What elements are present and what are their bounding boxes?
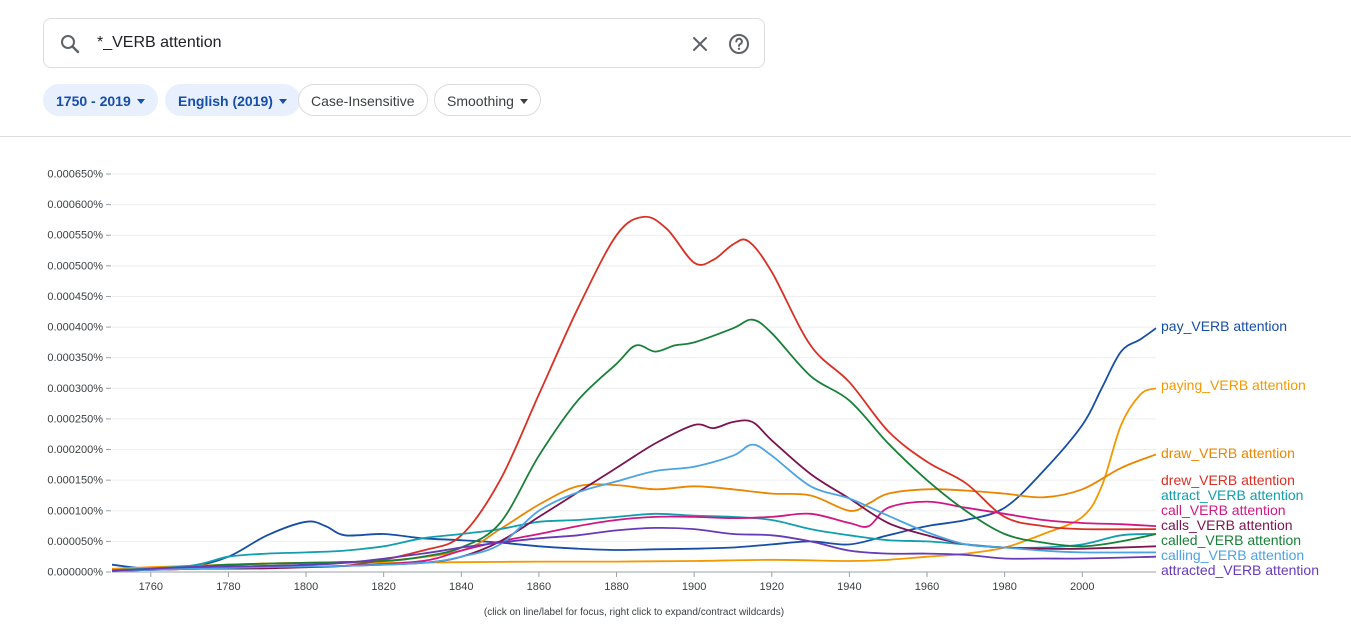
y-tick-label: 0.000550% <box>47 230 103 242</box>
year-range-dropdown[interactable]: 1750 - 2019 <box>43 84 158 116</box>
series-line-pay[interactable] <box>111 327 1157 570</box>
header-divider <box>0 136 1351 137</box>
series-label-drew[interactable]: drew_VERB attention <box>1161 472 1295 488</box>
y-tick-label: 0.000250% <box>47 413 103 425</box>
series-label-call[interactable]: call_VERB attention <box>1161 502 1286 518</box>
help-icon[interactable] <box>727 32 751 56</box>
series-label-attracted[interactable]: attracted_VERB attention <box>1161 562 1319 578</box>
corpus-label: English (2019) <box>178 93 273 109</box>
y-tick-label: 0.000500% <box>47 260 103 272</box>
y-tick-label: 0.000050% <box>47 536 103 548</box>
smoothing-dropdown[interactable]: Smoothing <box>434 84 541 116</box>
series-line-attracted[interactable] <box>111 526 1157 572</box>
series-label-pay[interactable]: pay_VERB attention <box>1161 318 1287 334</box>
search-icon <box>61 35 80 54</box>
chevron-down-icon <box>136 98 145 104</box>
x-tick-label: 1780 <box>216 581 240 593</box>
series-label-calling[interactable]: calling_VERB attention <box>1161 547 1304 563</box>
x-tick-label: 1940 <box>837 581 861 593</box>
series-labels[interactable]: pay_VERB attention paying_VERB attention d… <box>1161 318 1319 578</box>
y-tick-label: 0.000450% <box>47 291 103 303</box>
x-tick-label: 1900 <box>682 581 706 593</box>
series-line-called[interactable] <box>111 318 1157 572</box>
year-range-label: 1750 - 2019 <box>56 93 131 109</box>
chevron-down-icon <box>278 98 287 104</box>
x-tick-label: 1960 <box>915 581 939 593</box>
x-tick-label: 1880 <box>604 581 628 593</box>
x-tick-label: 1800 <box>294 581 318 593</box>
y-tick-label: 0.000150% <box>47 475 103 487</box>
x-tick-label: 1860 <box>527 581 551 593</box>
y-tick-label: 0.000650% <box>47 169 103 181</box>
y-tick-label: 0.000000% <box>47 567 103 579</box>
series-label-paying[interactable]: paying_VERB attention <box>1161 377 1306 393</box>
y-tick-label: 0.000600% <box>47 199 103 211</box>
case-label: Case-Insensitive <box>311 93 415 109</box>
x-tick-label: 1920 <box>760 581 784 593</box>
x-tick-label: 1840 <box>449 581 473 593</box>
x-tick-label: 2000 <box>1070 581 1094 593</box>
series-line-calling[interactable] <box>111 443 1157 572</box>
y-tick-label: 0.000400% <box>47 322 103 334</box>
series-line-drew[interactable] <box>111 215 1157 572</box>
footer-note: (click on line/label for focus, right cl… <box>483 607 785 618</box>
x-tick-label: 1820 <box>371 581 395 593</box>
series-label-called[interactable]: called_VERB attention <box>1161 532 1301 548</box>
y-tick-label: 0.000350% <box>47 352 103 364</box>
series-label-attract[interactable]: attract_VERB attention <box>1161 487 1303 503</box>
ngram-chart: 0.000000% 0.000050% 0.000100% 0.000150% 0.00… <box>47 169 1319 594</box>
chevron-down-icon <box>519 98 528 104</box>
x-axis: 1760 1780 1800 1820 1840 1860 1880 1900 1920 1940… <box>112 571 1156 593</box>
close-icon[interactable] <box>688 32 712 56</box>
case-insensitive-toggle[interactable]: Case-Insensitive <box>298 84 428 116</box>
series-line-call[interactable] <box>111 500 1157 572</box>
corpus-dropdown[interactable]: English (2019) <box>165 84 300 116</box>
y-axis: 0.000000% 0.000050% 0.000100% 0.000150% 0.00… <box>47 169 111 579</box>
y-tick-label: 0.000100% <box>47 505 103 517</box>
search-input[interactable]: *_VERB attention <box>97 34 222 51</box>
x-tick-label: 1760 <box>139 581 163 593</box>
series-label-calls[interactable]: calls_VERB attention <box>1161 517 1293 533</box>
series-lines[interactable] <box>111 215 1157 572</box>
y-tick-label: 0.000200% <box>47 444 103 456</box>
x-tick-label: 1980 <box>992 581 1016 593</box>
smoothing-label: Smoothing <box>447 93 514 109</box>
y-tick-label: 0.000300% <box>47 383 103 395</box>
search-box[interactable]: *_VERB attention <box>43 18 765 68</box>
series-label-draw[interactable]: draw_VERB attention <box>1161 445 1295 461</box>
